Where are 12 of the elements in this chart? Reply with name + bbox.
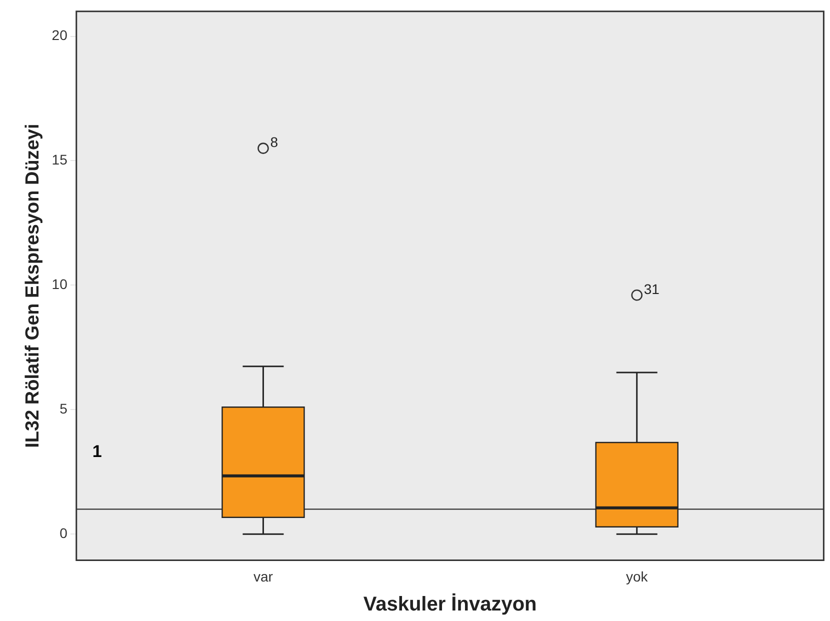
x-tick-label: var — [253, 568, 274, 584]
annotation: 31 — [644, 280, 660, 297]
y-tick-label: 15 — [52, 152, 68, 168]
y-tick-label: 5 — [60, 400, 68, 416]
y-axis-title: IL32 Rölatif Gen Ekspresyon Düzeyi — [22, 124, 44, 448]
y-tick-label: 0 — [60, 524, 68, 541]
ref-line-label: 1 — [92, 442, 102, 462]
y-tick-label: 20 — [52, 27, 68, 44]
annotation: 8 — [270, 134, 278, 150]
x-tick-label: yok — [626, 568, 649, 584]
x-axis-title: Vaskuler İnvazyon — [363, 592, 537, 616]
y-tick-label: 10 — [52, 276, 68, 292]
